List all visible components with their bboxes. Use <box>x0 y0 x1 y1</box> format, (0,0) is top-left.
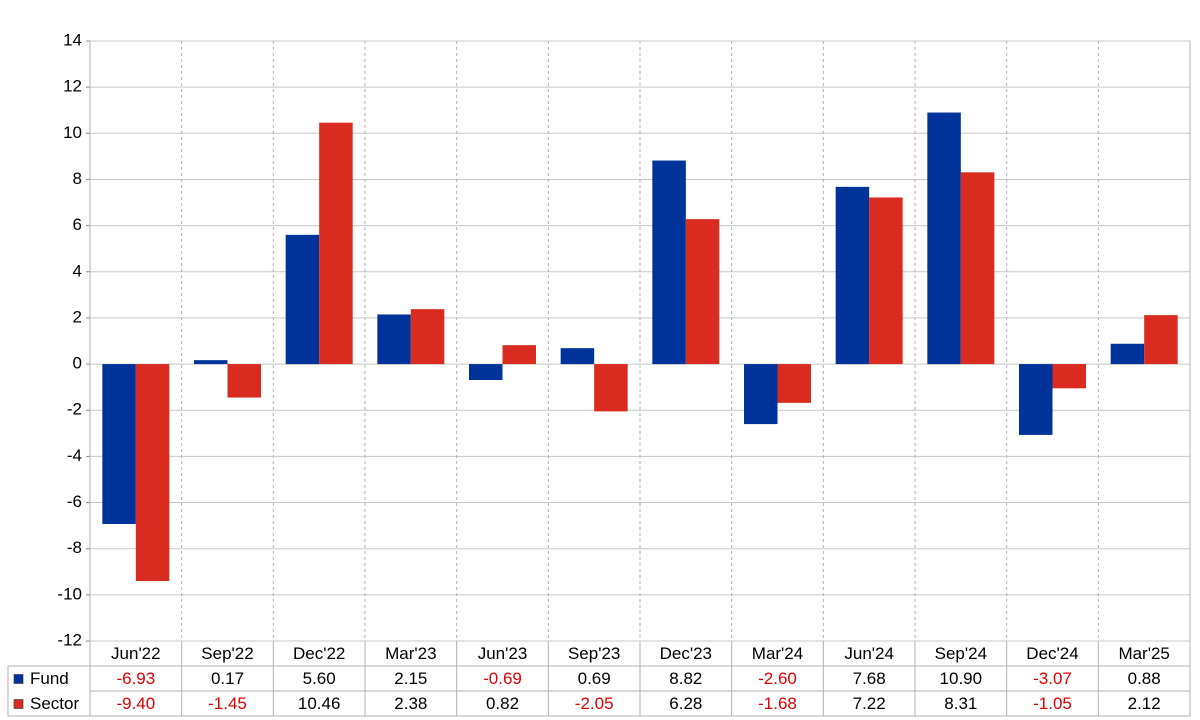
bar <box>227 364 261 398</box>
value-label: -2.60 <box>758 669 797 688</box>
y-tick-label: -8 <box>67 538 82 557</box>
value-label: 0.17 <box>211 669 244 688</box>
x-tick-label: Mar'24 <box>752 644 803 663</box>
y-tick-label: -12 <box>57 630 82 649</box>
value-label: 7.68 <box>853 669 886 688</box>
value-label: -3.07 <box>1033 669 1072 688</box>
value-label: 0.88 <box>1128 669 1161 688</box>
legend-label: Fund <box>30 669 69 688</box>
bar <box>927 112 961 365</box>
y-tick-label: -2 <box>67 400 82 419</box>
x-tick-label: Mar'23 <box>385 644 436 663</box>
x-tick-label: Sep'24 <box>935 644 987 663</box>
value-label: 6.28 <box>669 694 702 713</box>
bar <box>560 348 595 365</box>
bar <box>469 364 503 380</box>
y-tick-label: 0 <box>73 354 82 373</box>
bar <box>135 364 170 581</box>
value-label: 2.15 <box>394 669 427 688</box>
bar <box>102 364 136 524</box>
value-label: 10.46 <box>298 694 341 713</box>
bar <box>319 122 353 365</box>
y-tick-label: 10 <box>63 123 82 142</box>
x-tick-label: Dec'22 <box>293 644 345 663</box>
bar <box>1019 364 1053 435</box>
bar <box>377 314 411 365</box>
value-label: -9.40 <box>116 694 155 713</box>
value-label: -2.05 <box>575 694 614 713</box>
value-label: 2.12 <box>1128 694 1161 713</box>
x-tick-label: Sep'23 <box>568 644 620 663</box>
bar <box>685 219 720 365</box>
y-tick-label: 14 <box>63 30 82 49</box>
bar <box>652 160 686 365</box>
value-label: 8.31 <box>944 694 977 713</box>
bar <box>1110 343 1145 365</box>
value-label: 10.90 <box>940 669 983 688</box>
value-label: -6.93 <box>116 669 155 688</box>
value-label: -0.69 <box>483 669 522 688</box>
legend-swatch <box>13 674 24 684</box>
value-label: 0.69 <box>578 669 611 688</box>
x-tick-label: Mar'25 <box>1118 644 1169 663</box>
bar <box>410 309 445 365</box>
bar <box>594 364 628 412</box>
y-tick-label: 12 <box>63 77 82 96</box>
y-tick-label: 2 <box>73 307 82 326</box>
value-label: -1.05 <box>1033 694 1072 713</box>
value-label: -1.68 <box>758 694 797 713</box>
y-tick-label: 8 <box>73 169 82 188</box>
x-tick-label: Jun'22 <box>111 644 161 663</box>
bar <box>777 364 811 403</box>
x-tick-label: Jun'23 <box>478 644 528 663</box>
value-label: 0.82 <box>486 694 519 713</box>
x-tick-label: Dec'23 <box>660 644 712 663</box>
y-tick-label: -6 <box>67 492 82 511</box>
value-label: 7.22 <box>853 694 886 713</box>
bar <box>960 172 995 365</box>
legend-label: Sector <box>30 694 79 713</box>
value-label: 5.60 <box>303 669 336 688</box>
x-tick-label: Sep'22 <box>201 644 253 663</box>
legend-swatch <box>13 699 24 709</box>
bar <box>869 197 903 365</box>
bar <box>744 364 778 425</box>
x-tick-label: Jun'24 <box>844 644 894 663</box>
y-tick-label: 6 <box>73 215 82 234</box>
bar <box>194 360 228 365</box>
bar <box>835 186 870 365</box>
y-tick-label: 4 <box>73 261 82 280</box>
bar <box>502 345 536 365</box>
y-tick-label: -4 <box>67 446 82 465</box>
value-label: 8.82 <box>669 669 702 688</box>
value-label: 2.38 <box>394 694 427 713</box>
bar <box>1144 315 1178 365</box>
y-tick-label: -10 <box>57 584 82 603</box>
bar <box>285 234 320 365</box>
x-tick-label: Dec'24 <box>1026 644 1078 663</box>
value-label: -1.45 <box>208 694 247 713</box>
bar <box>1052 364 1086 389</box>
